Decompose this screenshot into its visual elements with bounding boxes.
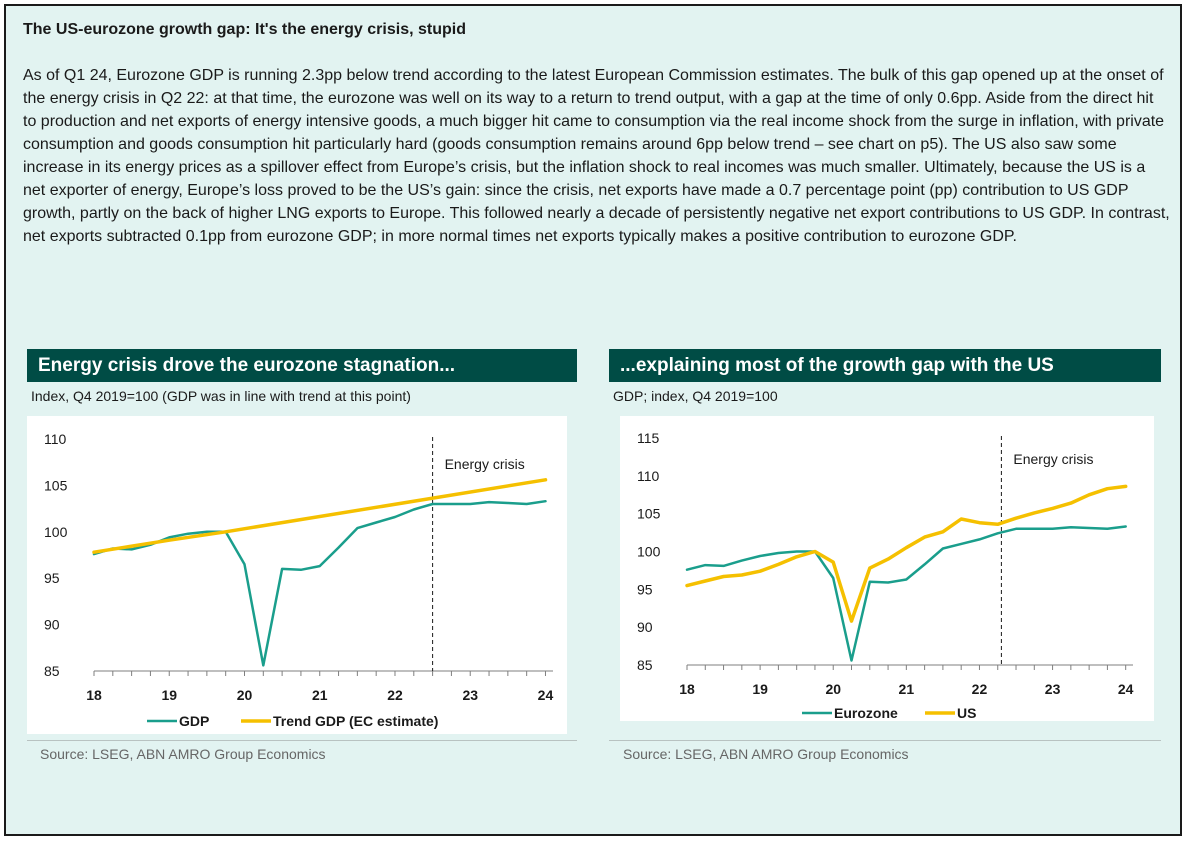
chart2-ytick-label: 105 (637, 506, 661, 522)
chart1-svg: 110 105 100 95 90 85 18 19 20 21 22 23 24 Energy cris… (44, 431, 554, 729)
chart1-xtick-label: 22 (387, 687, 403, 703)
chart1-xtick-label: 24 (538, 687, 554, 703)
chart1-ytick-label: 110 (44, 431, 67, 447)
chart2-series-line-a (685, 525, 1127, 662)
page-title: The US-eurozone growth gap: It's the ene… (23, 21, 466, 38)
chart1-xtick-label: 23 (462, 687, 478, 703)
chart1-ytick-label: 100 (44, 524, 68, 540)
chart1-xtick-label: 19 (161, 687, 177, 703)
chart1-ytick-label: 105 (44, 477, 68, 493)
chart2-svg: 115 110 105 100 95 90 85 18 19 20 21 22 23 24 Energy c… (637, 430, 1134, 721)
chart2-xtick-label: 24 (1118, 681, 1134, 697)
chart2-ytick-label: 85 (637, 657, 653, 673)
chart2-ytick-label: 115 (637, 430, 660, 446)
chart1-xtick-label: 21 (312, 687, 328, 703)
chart1-energy-crisis-label: Energy crisis (445, 456, 525, 472)
chart1-separator (27, 740, 577, 741)
article-frame: The US-eurozone growth gap: It's the ene… (4, 4, 1182, 836)
chart1-xtick-label: 18 (86, 687, 102, 703)
chart1-subtitle: Index, Q4 2019=100 (GDP was in line with… (31, 388, 411, 404)
chart1-plot-area: 110 105 100 95 90 85 18 19 20 21 22 23 24 Energy cris… (27, 416, 567, 734)
chart2-subtitle: GDP; index, Q4 2019=100 (613, 388, 778, 404)
chart2-xtick-label: 18 (679, 681, 695, 697)
chart2-xtick-label: 23 (1045, 681, 1061, 697)
chart2-xtick-label: 21 (899, 681, 915, 697)
chart1-legend-label: GDP (179, 713, 209, 729)
chart2-ytick-label: 110 (637, 468, 660, 484)
chart2-ytick-label: 90 (637, 619, 653, 635)
chart2-title: ...explaining most of the growth gap wit… (609, 349, 1161, 382)
chart2-legend-label: US (957, 705, 976, 721)
chart1-ytick-label: 90 (44, 617, 60, 633)
chart2-xtick-label: 19 (752, 681, 768, 697)
chart2-xtick-label: 22 (972, 681, 988, 697)
chart2-ytick-label: 100 (637, 544, 661, 560)
chart1-source: Source: LSEG, ABN AMRO Group Economics (40, 746, 326, 762)
chart2-plot-area: 115 110 105 100 95 90 85 18 19 20 21 22 23 24 Energy c… (620, 416, 1154, 721)
chart1-ytick-label: 95 (44, 570, 60, 586)
body-paragraph: As of Q1 24, Eurozone GDP is running 2.3… (23, 67, 1170, 245)
chart1-legend-label: Trend GDP (EC estimate) (273, 713, 438, 729)
chart2-xtick-label: 20 (825, 681, 841, 697)
chart2-series-line-b (685, 484, 1128, 623)
chart1-xtick-label: 20 (237, 687, 253, 703)
chart1-ytick-label: 85 (44, 663, 60, 679)
chart1-title: Energy crisis drove the eurozone stagnat… (27, 349, 577, 382)
chart1-series-line-a (92, 499, 547, 667)
chart2-energy-crisis-label: Energy crisis (1013, 451, 1093, 467)
chart2-separator (609, 740, 1161, 741)
chart2-ytick-label: 95 (637, 581, 653, 597)
chart2-source: Source: LSEG, ABN AMRO Group Economics (623, 746, 909, 762)
chart2-legend-label: Eurozone (834, 705, 898, 721)
chart1-series-line-b (92, 478, 548, 554)
